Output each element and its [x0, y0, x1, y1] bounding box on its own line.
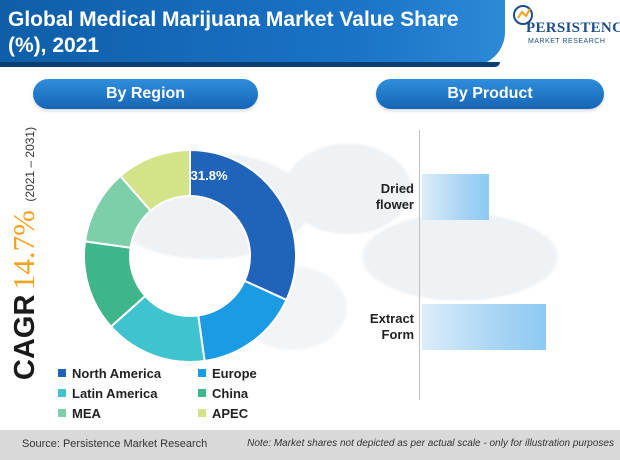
legend-label: North America: [72, 366, 162, 381]
legend-item-north-america: North America: [58, 366, 161, 381]
legend-label: Latin America: [72, 386, 158, 401]
legend-item-europe: Europe: [198, 366, 257, 381]
section-pill-product: By Product: [376, 79, 604, 109]
chart-title: Global Medical Marijuana Market Value Sh…: [8, 8, 459, 57]
legend-swatch: [198, 409, 206, 417]
title-banner: [0, 0, 505, 66]
region-legend: North America Europe Latin America China…: [58, 366, 318, 428]
cagr-label: CAGR 14.7% (2021 – 2031): [6, 80, 46, 380]
donut-slice-apec: [118, 148, 191, 213]
legend-label: APEC: [212, 406, 249, 421]
donut-slice-north-america: [189, 148, 297, 302]
donut-slice-europe: [197, 279, 288, 363]
world-map-background: [40, 70, 600, 410]
bar-extract-form: [422, 304, 546, 350]
title-accent: [0, 62, 500, 67]
logo-wordmark: PERSISTENCE: [526, 20, 620, 36]
legend-item-china: China: [198, 386, 248, 401]
region-donut-chart: 31.8%: [83, 148, 297, 363]
legend-item-latin-america: Latin America: [58, 386, 158, 401]
legend-swatch: [58, 409, 66, 417]
legend-item-mea: MEA: [58, 406, 101, 421]
cagr-text: CAGR: [9, 294, 41, 380]
source-text: Source: Persistence Market Research: [22, 438, 208, 450]
persistence-logo: PERSISTENCE MARKET RESEARCH: [508, 2, 620, 58]
legend-swatch: [198, 369, 206, 377]
legend-label: China: [212, 386, 249, 401]
bar-dried-flower: [422, 174, 489, 220]
legend-swatch: [58, 389, 66, 397]
logo-mark-icon: [513, 5, 533, 25]
legend-item-apec: APEC: [198, 406, 248, 421]
bar-axis-line: [419, 130, 420, 400]
legend-swatch: [58, 369, 66, 377]
section-pill-region: By Region: [33, 79, 258, 109]
cagr-period: (2021 – 2031): [23, 126, 37, 202]
legend-label: Europe: [212, 366, 257, 381]
bar-category-label: Dried flower: [375, 181, 414, 212]
cagr-value: 14.7%: [6, 210, 41, 291]
footer: Source: Persistence Market Research Note…: [0, 430, 620, 460]
legend-swatch: [198, 389, 206, 397]
donut-data-label: 31.8%: [191, 168, 228, 183]
bar-category-label: Extract Form: [369, 311, 414, 342]
note-text: Note: Market shares not depicted as per …: [247, 438, 614, 449]
legend-label: MEA: [72, 406, 101, 421]
product-bar-chart: Dried flower Extract Form: [360, 130, 600, 410]
logo-subtitle: MARKET RESEARCH: [528, 38, 606, 45]
